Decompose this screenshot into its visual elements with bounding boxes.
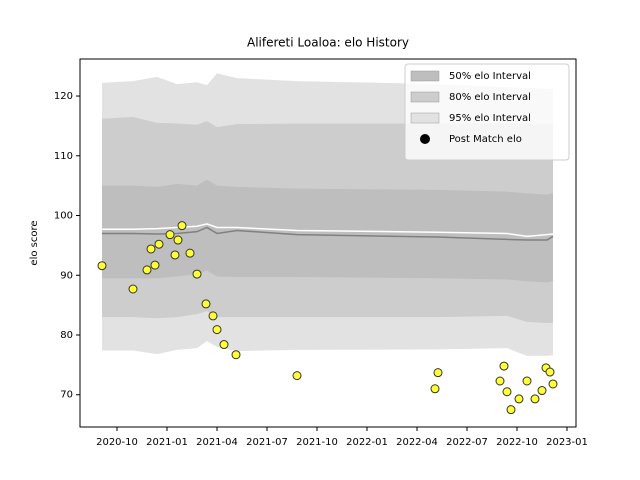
match-point (212, 325, 222, 335)
match-point (548, 379, 558, 389)
x-tick-label: 2022-10 (496, 437, 538, 448)
legend-label: 80% elo Interval (449, 92, 531, 103)
legend-label: Post Match elo (449, 134, 522, 145)
chart-title: Alifereti Loaloa: elo History (247, 36, 409, 50)
y-tick-label: 110 (54, 151, 73, 162)
legend-label: 95% elo Interval (449, 113, 531, 124)
match-point (150, 260, 160, 270)
match-point (219, 340, 229, 350)
match-point (502, 387, 512, 397)
match-point (185, 248, 195, 258)
match-point (142, 265, 152, 275)
legend-box (404, 63, 570, 161)
y-tick-label: 120 (54, 91, 73, 102)
match-point (146, 244, 156, 254)
y-tick-label: 100 (54, 211, 73, 222)
legend-swatch (410, 112, 440, 124)
match-point (514, 394, 524, 404)
legend-marker (420, 134, 430, 144)
x-tick-label: 2022-01 (346, 437, 388, 448)
match-point (173, 235, 183, 245)
y-axis-label: elo score (29, 220, 40, 265)
x-tick-label: 2021-01 (146, 437, 188, 448)
y-tick-label: 90 (60, 270, 73, 281)
match-point (231, 350, 241, 360)
x-tick-label: 2021-04 (196, 437, 238, 448)
match-point (530, 394, 540, 404)
legend-swatch (410, 91, 440, 103)
match-point (170, 250, 180, 260)
elo-line (102, 226, 554, 241)
match-point (495, 376, 505, 386)
x-tick-label: 2020-10 (96, 437, 138, 448)
x-tick-label: 2021-07 (246, 437, 288, 448)
match-point (154, 239, 164, 249)
match-point (177, 221, 187, 231)
x-tick-label: 2022-07 (446, 437, 488, 448)
y-tick-label: 70 (60, 390, 73, 401)
match-point (433, 368, 443, 378)
x-tick-label: 2022-04 (396, 437, 438, 448)
legend-swatch (410, 70, 440, 82)
match-point (292, 371, 302, 381)
legend-label: 50% elo Interval (449, 71, 531, 82)
x-tick-label: 2021-10 (296, 437, 338, 448)
match-point (545, 367, 555, 377)
match-point (506, 405, 516, 415)
match-point (192, 269, 202, 279)
match-point (97, 261, 107, 271)
legend: 50% elo Interval 80% elo Interval 95% elo … (404, 63, 570, 161)
match-point (128, 284, 138, 294)
match-point (522, 376, 532, 386)
match-point (208, 311, 218, 321)
y-tick-label: 80 (60, 330, 73, 341)
match-point (165, 230, 175, 240)
match-point (537, 386, 547, 396)
match-point (499, 361, 509, 371)
elo-line (102, 223, 554, 238)
match-point (430, 384, 440, 394)
plot-frame (79, 58, 577, 428)
x-tick-label: 2023-01 (546, 437, 588, 448)
match-point (201, 299, 211, 309)
